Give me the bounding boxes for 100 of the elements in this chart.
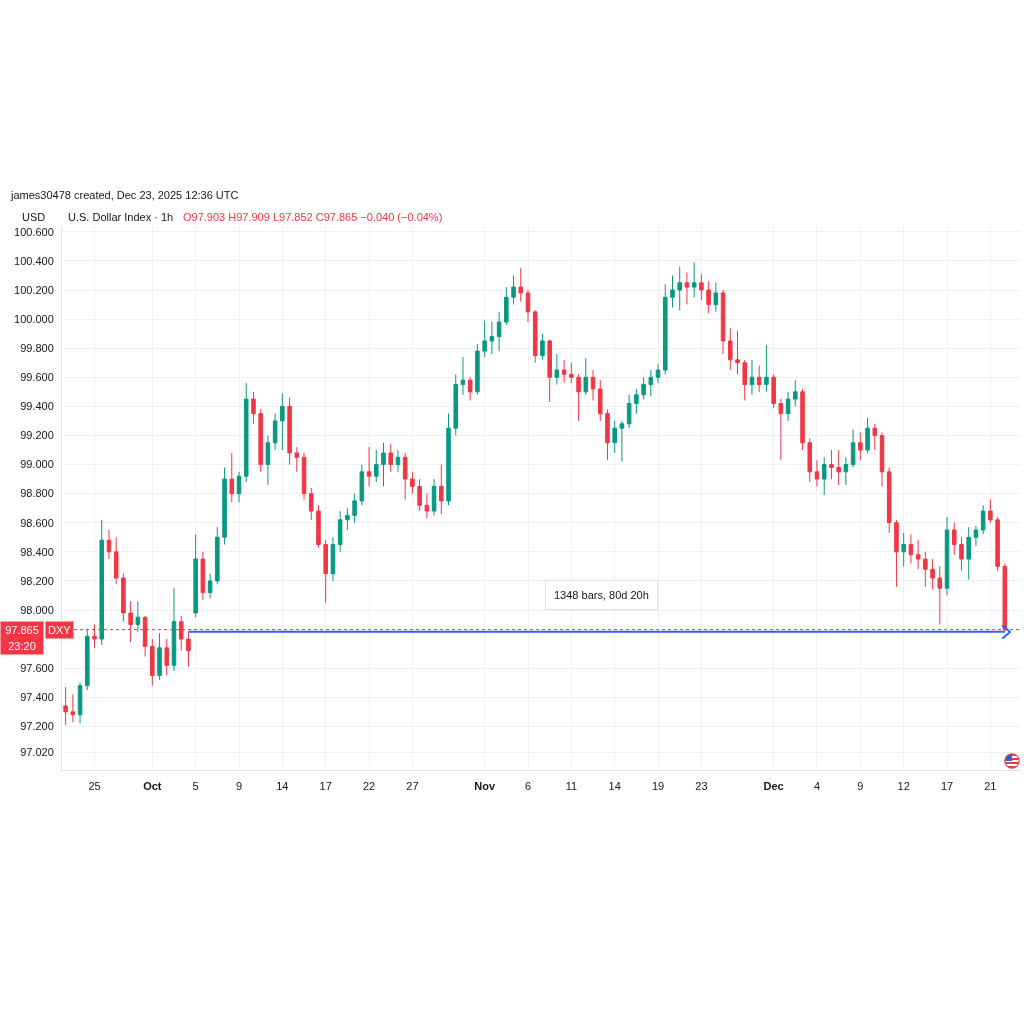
- candlestick: [886, 466, 892, 534]
- candlestick: [236, 471, 242, 503]
- candlestick: [569, 362, 574, 384]
- candlestick: [489, 321, 495, 355]
- y-tick-label: 100.200: [14, 283, 54, 296]
- candlestick: [193, 533, 198, 618]
- candlestick: [374, 449, 379, 483]
- candlestick: [879, 432, 885, 487]
- candlestick: [402, 452, 408, 500]
- candlestick: [619, 420, 625, 463]
- y-tick-label: 98.800: [20, 487, 54, 500]
- x-tick-label: 23: [695, 780, 708, 793]
- candlestick: [612, 420, 617, 454]
- candlestick: [439, 464, 444, 515]
- candlestick: [496, 311, 502, 352]
- y-tick-label: 99.600: [20, 371, 54, 384]
- candlestick: [431, 478, 437, 516]
- candlestick: [959, 536, 964, 572]
- x-tick-label: 17: [940, 780, 954, 793]
- y-tick-label: 98.600: [20, 516, 54, 529]
- candlestick: [583, 357, 589, 396]
- candlestick: [908, 533, 914, 564]
- candlestick: [518, 267, 524, 303]
- candlestick: [590, 369, 596, 402]
- candlestick: [243, 382, 249, 483]
- y-tick-label: 97.020: [20, 746, 54, 759]
- candlestick: [229, 452, 235, 503]
- candlestick: [395, 449, 401, 473]
- candlestick: [605, 408, 610, 461]
- candlestick: [258, 408, 263, 473]
- x-tick-label: 12: [897, 780, 910, 793]
- candlestick: [634, 388, 639, 415]
- candlestick: [872, 423, 878, 451]
- candlestick: [749, 359, 755, 396]
- candlestick: [980, 504, 986, 535]
- y-tick-label: 99.400: [20, 400, 54, 413]
- x-tick-label: Dec: [763, 780, 784, 793]
- x-tick-label: 27: [406, 780, 419, 793]
- candlestick: [858, 432, 863, 461]
- candlestick: [460, 356, 466, 396]
- candlestick: [294, 446, 300, 473]
- candlestick: [446, 413, 451, 506]
- candlestick: [511, 274, 516, 306]
- y-tick-label: 97.600: [20, 662, 54, 675]
- candlestick: [453, 373, 459, 436]
- candlestick: [547, 338, 552, 403]
- candlestick: [540, 333, 545, 361]
- x-tick-label: 5: [192, 780, 199, 793]
- candlestick: [366, 446, 372, 487]
- candlestick: [323, 539, 328, 604]
- x-tick-label: Nov: [474, 780, 496, 793]
- candlestick: [973, 525, 979, 547]
- candlestick: [222, 466, 227, 546]
- candlestick: [417, 478, 422, 512]
- candlestick: [121, 573, 126, 623]
- candlestick: [663, 283, 668, 375]
- ref-line-label: 97.865: [5, 624, 39, 636]
- candlestick: [330, 536, 336, 582]
- candlestick: [200, 551, 206, 601]
- candlestick: [316, 504, 321, 548]
- candlestick: [626, 394, 632, 429]
- candlestick: [106, 529, 112, 560]
- x-tick-label: 17: [319, 780, 332, 793]
- y-tick-label: 99.000: [20, 458, 54, 471]
- candlestick: [778, 398, 784, 461]
- x-tick-label: 11: [565, 780, 578, 793]
- candlestick: [713, 282, 719, 313]
- candlestick: [735, 330, 740, 375]
- x-tick-label: 25: [88, 780, 101, 793]
- candlestick: [821, 456, 827, 496]
- y-tick-label: 98.200: [20, 574, 54, 587]
- candlestick: [561, 359, 567, 384]
- candlestick: [756, 365, 762, 393]
- candlestick: [345, 507, 350, 531]
- candlestick: [793, 379, 798, 407]
- candlestick: [504, 286, 509, 326]
- candlestick: [648, 369, 654, 397]
- candlestick: [901, 532, 906, 567]
- candlestick: [352, 493, 357, 524]
- candlestick: [670, 274, 675, 308]
- candlestick: [381, 442, 386, 487]
- annotation: DXY: [48, 624, 72, 636]
- candlestick: [771, 373, 776, 409]
- candlestick: [706, 280, 711, 314]
- candlestick: [482, 320, 487, 358]
- candlestick: [807, 437, 813, 483]
- candlestick: [70, 693, 76, 723]
- candlestick: [467, 376, 473, 402]
- chart-subtitle: O97.903 H97.909 L97.852 C97.865 −0.040 (−0.04%): [183, 211, 443, 223]
- candlestick: [77, 682, 83, 724]
- candlestick: [301, 452, 307, 500]
- candlestick: [113, 536, 119, 585]
- candlestick: [850, 429, 856, 468]
- y-tick-label: 99.200: [20, 429, 54, 442]
- candlestick: [308, 487, 314, 521]
- candlestick: [937, 565, 943, 626]
- x-tick-label: 6: [524, 780, 532, 793]
- candlestick: [525, 289, 531, 323]
- y-tick-label: 99.800: [20, 342, 54, 355]
- x-tick-label: 9: [235, 780, 243, 793]
